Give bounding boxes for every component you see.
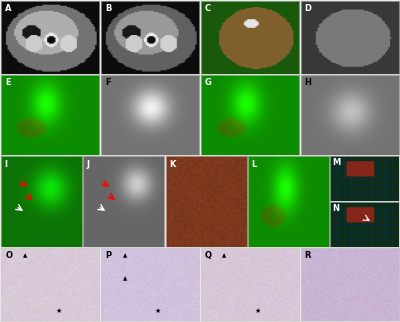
Text: K: K (169, 160, 175, 169)
Text: M: M (333, 158, 341, 167)
Text: O: O (5, 251, 12, 260)
Text: G: G (205, 78, 212, 87)
Text: ▲: ▲ (122, 276, 127, 281)
Text: R: R (304, 251, 311, 260)
Text: N: N (333, 204, 340, 213)
Text: I: I (4, 160, 8, 169)
Text: E: E (5, 78, 11, 87)
Text: L: L (251, 160, 256, 169)
Text: ▲: ▲ (23, 253, 27, 259)
Text: D: D (304, 4, 312, 13)
Text: ★: ★ (255, 308, 261, 314)
Text: F: F (105, 78, 110, 87)
Text: ▲: ▲ (122, 253, 127, 259)
Text: J: J (87, 160, 90, 169)
Text: B: B (105, 4, 111, 13)
Text: ★: ★ (155, 308, 161, 314)
Text: H: H (304, 78, 311, 87)
Text: ★: ★ (55, 308, 62, 314)
Text: A: A (5, 4, 12, 13)
Text: C: C (205, 4, 211, 13)
Text: ▲: ▲ (222, 253, 227, 259)
Text: Q: Q (205, 251, 212, 260)
Text: P: P (105, 251, 111, 260)
